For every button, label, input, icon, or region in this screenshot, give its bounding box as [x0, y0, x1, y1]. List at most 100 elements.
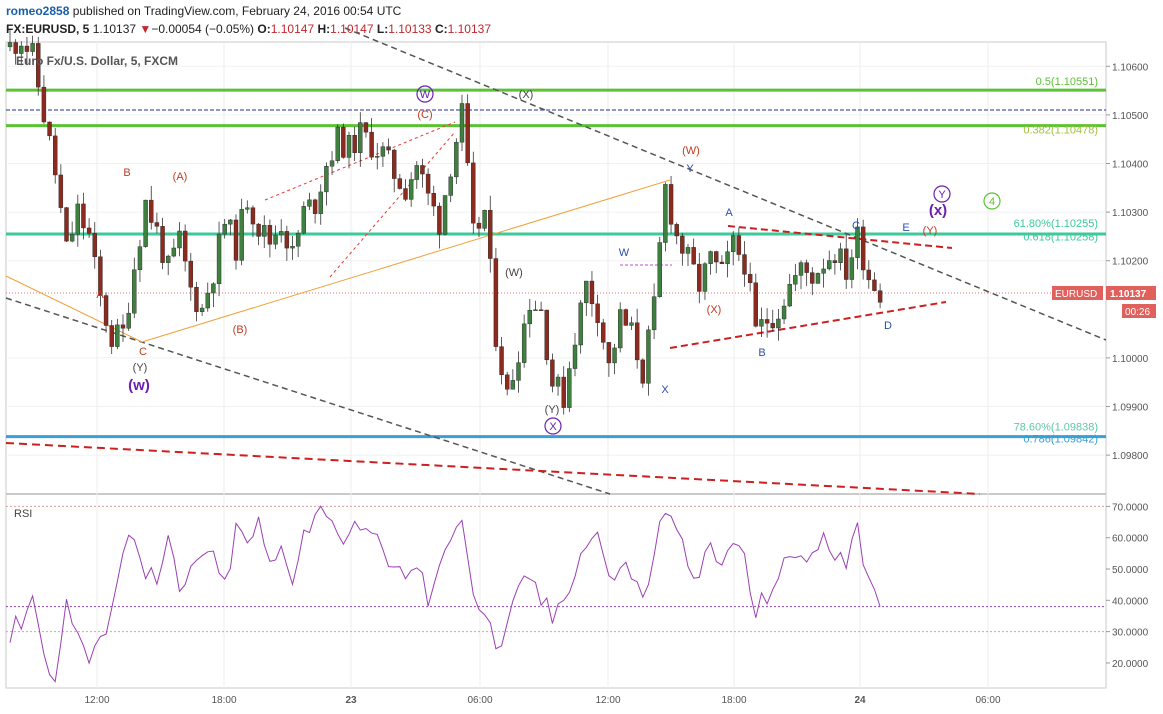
x-tick-label: 06:00: [467, 695, 492, 706]
candle-body: [488, 210, 493, 259]
wave-label: W: [619, 247, 630, 259]
candle-body: [7, 42, 13, 48]
low-label: L:: [376, 22, 389, 36]
wave-circle: [933, 185, 951, 203]
candle-body: [567, 368, 572, 408]
candle-body: [781, 305, 787, 320]
x-tick-label: 12:00: [595, 695, 620, 706]
candle-body: [75, 203, 81, 235]
candle-body: [866, 269, 871, 281]
candle-body: [324, 165, 329, 193]
wave-label: (B): [233, 324, 248, 336]
rsi-tick-label: 60.0000: [1112, 534, 1149, 545]
candle-body: [47, 121, 52, 137]
publish-info: published on TradingView.com, February 2…: [69, 4, 402, 18]
wave-label: A: [96, 289, 104, 301]
wave-label: A: [725, 207, 733, 219]
wave-label: (C): [417, 109, 432, 121]
candle-body: [454, 141, 459, 178]
candle-body: [36, 43, 41, 88]
x-tick-label: 18:00: [721, 695, 746, 706]
candle-body: [849, 257, 855, 280]
candle-body: [860, 226, 866, 271]
candle-body: [618, 309, 623, 349]
close-value: 1.10137: [447, 22, 492, 36]
candle-body: [92, 233, 97, 257]
price-badge: [1106, 286, 1156, 300]
wave-label: (Y): [133, 362, 148, 374]
candle-body: [505, 374, 510, 390]
candle-body: [623, 309, 629, 326]
candle-body: [493, 258, 499, 347]
candle-body: [290, 246, 295, 249]
candle-body: [798, 262, 804, 276]
candle-body: [346, 135, 352, 158]
candle-body: [561, 376, 566, 408]
candle-body: [369, 131, 374, 158]
candle-body: [471, 162, 476, 224]
candle-body: [132, 269, 137, 314]
candle-body: [53, 135, 58, 176]
publisher-name[interactable]: romeo2858: [6, 4, 70, 18]
wave-label: (Y): [545, 404, 560, 416]
candle-body: [335, 126, 340, 161]
candle-body: [154, 222, 160, 227]
x-tick-label: 06:00: [975, 695, 1000, 706]
wave-label: B: [758, 347, 765, 359]
price-tick-label: 1.10400: [1112, 160, 1149, 171]
symbol-label: FX:EURUSD, 5: [6, 22, 90, 36]
candle-body: [742, 254, 747, 275]
candle-body: [459, 103, 465, 143]
candle-body: [663, 184, 668, 243]
candle-body: [143, 199, 148, 247]
candle-body: [544, 309, 549, 361]
wave-label: (X): [707, 304, 722, 316]
candle-body: [408, 179, 414, 200]
x-tick-label: 23: [345, 695, 357, 706]
fib-levels: 0.5(1.10551) 0.382(1.10478) 61.80%(1.10255…: [6, 76, 1106, 446]
wave-label: X: [661, 384, 669, 396]
candle-body: [838, 248, 843, 263]
candle-body: [578, 302, 583, 346]
candle-body: [827, 260, 832, 270]
wave-label: (A): [173, 171, 188, 183]
wave-labels: B (A) A C (B) (Y) (w) (C) W (X) (W) (Y) X W Y X (W) A (X) B…: [96, 85, 1001, 435]
candle-body: [24, 45, 30, 52]
candle-body: [41, 86, 47, 123]
wave-label: D: [884, 320, 892, 332]
candle-body: [250, 207, 256, 225]
candle-body: [431, 193, 436, 207]
down-arrow-icon: ▼: [139, 22, 152, 36]
symbol-badge-text: EURUSD: [1055, 289, 1097, 300]
trend-line-red-long: [5, 442, 981, 495]
candle-body: [437, 205, 442, 235]
candle-body: [601, 322, 606, 343]
triangle-lower: [669, 301, 947, 349]
candle-body: [81, 203, 86, 229]
candle-body: [86, 227, 92, 234]
candle-body: [719, 261, 725, 264]
candle-body: [821, 268, 826, 274]
low-value: 1.10133: [388, 22, 432, 36]
wave-circle: [416, 85, 434, 103]
candle-body: [465, 103, 470, 164]
candle-body: [171, 247, 177, 257]
candle-body: [764, 319, 770, 324]
candle-body: [804, 262, 809, 273]
candle-body: [442, 195, 448, 235]
candle-body: [629, 322, 634, 326]
candle-body: [245, 207, 250, 210]
publish-line: romeo2858 published on TradingView.com, …: [6, 4, 401, 18]
candle-body: [651, 296, 657, 331]
candle-body: [572, 344, 578, 369]
candle-body: [267, 225, 273, 245]
price-tick-label: 1.09800: [1112, 451, 1149, 462]
candle-body: [358, 122, 363, 153]
candle-body: [312, 199, 318, 214]
rsi-line: [9, 505, 881, 683]
price-badge-text: 1.10137: [1110, 289, 1147, 300]
candle-body: [810, 272, 815, 284]
x-tick-label: 18:00: [211, 695, 236, 706]
wave-circle: [983, 192, 1001, 210]
